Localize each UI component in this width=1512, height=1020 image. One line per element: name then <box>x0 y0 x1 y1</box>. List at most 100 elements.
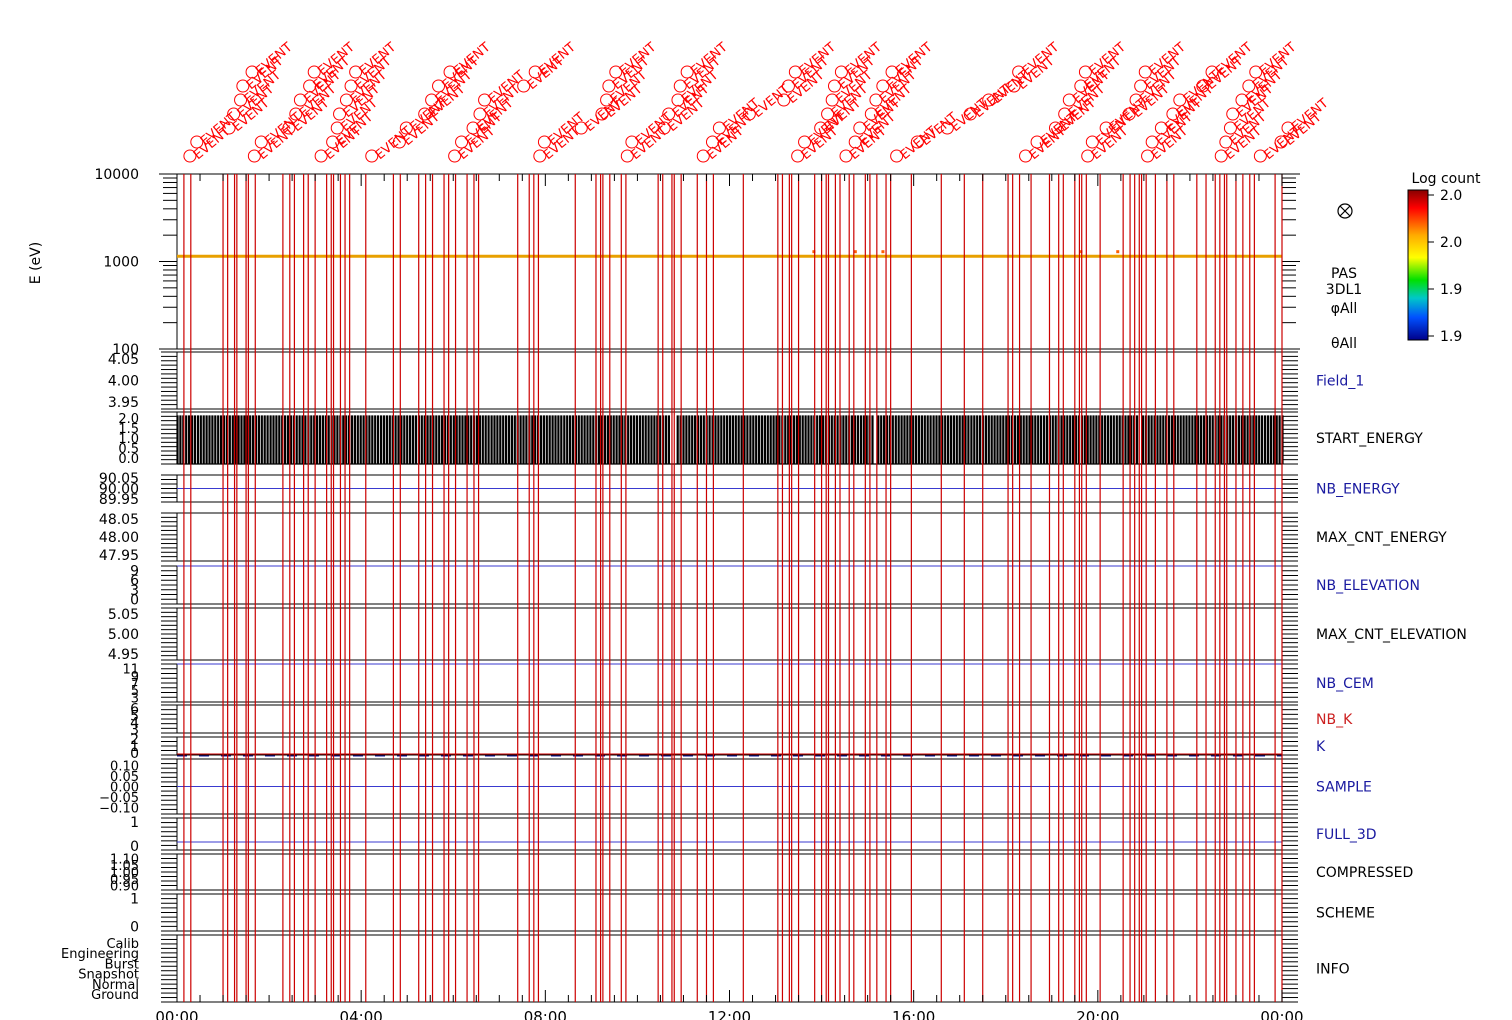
event-marker-circle <box>657 121 671 135</box>
y-tick-label-field_1: 3.95 <box>108 395 139 411</box>
y-tick-label-nb_elevation: 6 <box>130 573 139 589</box>
panel-label-nb_k: NB_K <box>1316 712 1353 728</box>
event-marker-circle <box>349 65 363 79</box>
event-marker-circle <box>333 107 347 121</box>
x-tick-label: 12:00 <box>708 1008 751 1020</box>
y-tick-label-nb_k: 4 <box>130 716 139 732</box>
panel-label-max_cnt_elevation: MAX_CNT_ELEVATION <box>1316 627 1467 643</box>
event-marker-circle <box>1242 79 1256 93</box>
y-tick-label-nb_cem: 5 <box>131 684 139 699</box>
event-marker-circle <box>473 107 487 121</box>
event-marker-circle <box>890 149 904 163</box>
colorbar-tick-label: 1.9 <box>1440 282 1462 298</box>
panel-frame-scheme <box>176 893 1283 932</box>
spectrogram-pixel <box>1116 250 1120 254</box>
y-tick-label-spectrogram: 1000 <box>103 255 139 271</box>
spectrogram-pixel <box>812 250 816 254</box>
y-tick-label-info: Burst <box>105 957 139 972</box>
y-tick-label-compressed: 0.95 <box>110 873 139 888</box>
x-tick-label: 16:00 <box>892 1008 935 1020</box>
y-tick-label-nb_k: 5 <box>130 708 139 724</box>
event-marker-circle <box>392 135 406 149</box>
event-marker-circle <box>982 93 996 107</box>
event-marker-circle <box>314 149 328 163</box>
event-marker-circle <box>425 93 439 107</box>
y-tick-label-scheme: 1 <box>130 891 139 907</box>
event-marker-circle <box>222 121 236 135</box>
event-marker-circle <box>303 79 317 93</box>
event-marker-circle <box>1166 107 1180 121</box>
panel-frame-nb_elevation <box>176 565 1283 605</box>
event-marker-circle <box>448 149 462 163</box>
y-tick-label-full_3d: 1 <box>130 815 139 831</box>
event-marker-circle <box>673 79 687 93</box>
panel-frame-compressed <box>176 853 1283 891</box>
y-tick-label-max_cnt_energy: 47.95 <box>99 548 139 564</box>
event-marker-circle <box>183 149 197 163</box>
y-tick-label-field_1: 4.05 <box>108 352 139 368</box>
event-marker-circle <box>365 149 379 163</box>
event-marker-circle <box>777 93 791 107</box>
event-marker-circle <box>1205 65 1219 79</box>
spectrogram-pixel <box>1079 250 1083 254</box>
event-marker-circle <box>1138 65 1152 79</box>
event-marker-circle <box>1030 135 1044 149</box>
otimes-circle <box>1337 203 1353 219</box>
y-tick-label-k: 1 <box>130 739 139 755</box>
event-marker-circle <box>705 135 719 149</box>
spectrogram-right-label: 3DL1 <box>1326 282 1362 298</box>
x-tick-label: 04:00 <box>340 1008 383 1020</box>
event-marker-circle <box>517 79 531 93</box>
panel-frame-full_3d <box>176 817 1283 851</box>
event-marker-circle <box>282 121 296 135</box>
event-marker-circle <box>671 93 685 107</box>
event-marker-circle <box>1214 149 1228 163</box>
event-marker-circle <box>466 121 480 135</box>
panel-label-compressed: COMPRESSED <box>1316 865 1413 881</box>
event-marker-circle <box>1085 135 1099 149</box>
event-marker-circle <box>1173 93 1187 107</box>
y-tick-label-nb_elevation: 3 <box>130 583 139 599</box>
event-marker-circle <box>254 135 268 149</box>
y-tick-label-max_cnt_elevation: 5.00 <box>108 627 139 643</box>
event-marker-circle <box>1281 121 1295 135</box>
event-marker-circle <box>1099 121 1113 135</box>
event-lines <box>183 174 1283 1002</box>
event-marker-circle <box>1141 149 1155 163</box>
colorbar-scale <box>1407 189 1429 341</box>
otimes-cross <box>1339 205 1351 217</box>
event-marker-circle <box>791 149 805 163</box>
event-marker-circle <box>1196 79 1210 93</box>
y-tick-label-nb_cem: 11 <box>122 663 139 678</box>
event-marker-circle <box>742 107 756 121</box>
y-tick-label-scheme: 0 <box>130 920 139 936</box>
event-marker-circle <box>595 107 609 121</box>
y-tick-label-info: Engineering <box>61 947 139 962</box>
y-tick-label-info: Normal <box>92 978 139 993</box>
event-marker-circle <box>609 65 623 79</box>
y-tick-label-spectrogram: 10000 <box>94 167 139 183</box>
event-marker-circle <box>1062 93 1076 107</box>
event-marker-circle <box>293 93 307 107</box>
event-marker-circle <box>781 79 795 93</box>
y-tick-label-max_cnt_energy: 48.05 <box>99 512 139 528</box>
y-tick-label-start_energy: 1.0 <box>118 432 139 447</box>
panel-label-scheme: SCHEME <box>1316 906 1375 922</box>
y-tick-label-sample: 0.10 <box>110 760 139 775</box>
event-marker-circle <box>876 79 890 93</box>
panel-label-max_cnt_energy: MAX_CNT_ENERGY <box>1316 530 1447 546</box>
event-marker-circle <box>662 107 676 121</box>
y-tick-label-nb_cem: 7 <box>131 677 139 692</box>
y-tick-label-k: 2 <box>130 732 139 748</box>
panel-frame-max_cnt_energy <box>176 512 1283 562</box>
y-tick-label-nb_cem: 3 <box>131 691 139 706</box>
y-tick-label-compressed: 1.05 <box>110 859 139 874</box>
event-marker-circle <box>1012 65 1026 79</box>
panel-label-start_energy: START_ENERGY <box>1316 431 1423 447</box>
otimes-icon <box>1337 203 1353 219</box>
x-tick-label: 08:00 <box>524 1008 567 1020</box>
y-tick-label-nb_k: 6 <box>130 701 139 717</box>
event-marker-circle <box>307 65 321 79</box>
event-marker-circle <box>227 107 241 121</box>
event-marker-circle <box>788 65 802 79</box>
